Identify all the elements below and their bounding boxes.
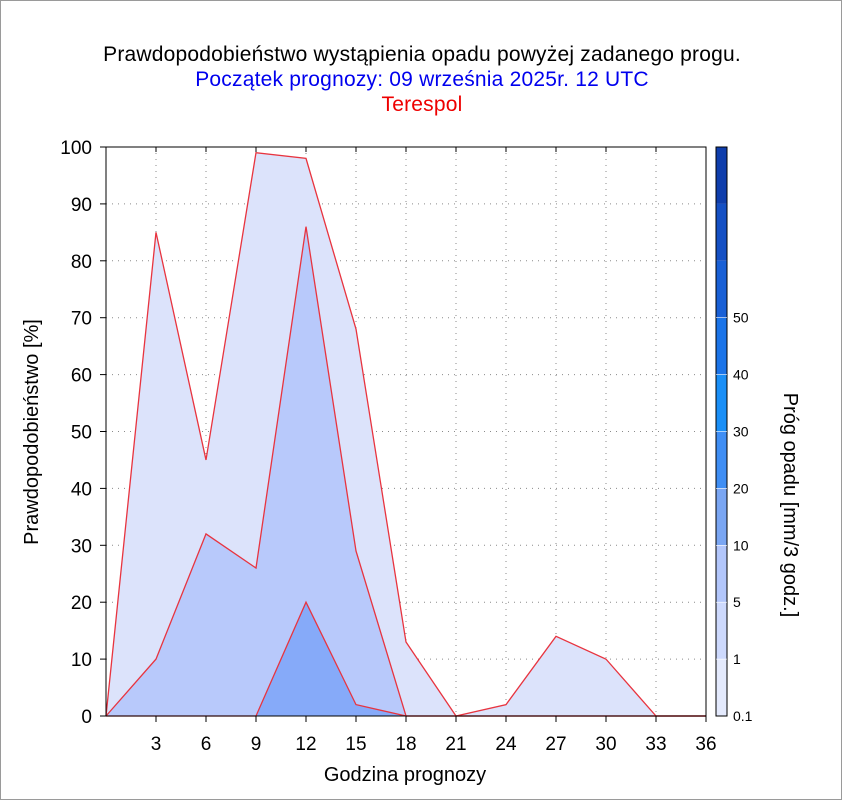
x-tick-label: 21: [445, 734, 466, 755]
x-tick-label: 6: [201, 734, 212, 755]
x-tick-label: 9: [251, 734, 262, 755]
chart-title: Prawdopodobieństwo wystąpienia opadu pow…: [103, 43, 741, 66]
x-tick-label: 36: [695, 734, 716, 755]
y-tick-label: 100: [60, 138, 92, 159]
location-name: Terespol: [381, 93, 463, 116]
y-tick-label: 20: [71, 593, 92, 614]
y-tick-label: 80: [71, 252, 92, 273]
colorbar-segment: [716, 203, 727, 261]
colorbar-segment: [716, 545, 727, 603]
colorbar-segment: [716, 431, 727, 489]
y-tick-label: 50: [71, 423, 92, 444]
y-tick-label: 90: [71, 195, 92, 216]
y-tick-label: 70: [71, 309, 92, 330]
colorbar-tick-label: 50: [733, 310, 749, 326]
colorbar-tick-label: 10: [733, 537, 749, 553]
colorbar-tick-label: 5: [733, 594, 741, 610]
colorbar-tick-label: 1: [733, 651, 741, 667]
area-fill-threshold-1: [106, 226, 706, 716]
y-tick-label: 30: [71, 536, 92, 557]
y-tick-label: 10: [71, 650, 92, 671]
colorbar-tick-label: 40: [733, 367, 749, 383]
colorbar-tick-label: 30: [733, 424, 749, 440]
colorbar: 0.1 1 5 10 20 30 40 50: [715, 146, 753, 724]
y-tick-label: 0: [81, 707, 92, 728]
chart-subtitle: Początek prognozy: 09 września 2025r. 12…: [195, 68, 649, 91]
y-tick-label: 60: [71, 366, 92, 387]
colorbar-segment: [716, 488, 727, 546]
area-outline-threshold-0-1: [105, 151, 706, 717]
x-tick-label: 24: [495, 734, 517, 755]
colorbar-segment: [716, 147, 727, 204]
x-tick-label: 30: [595, 734, 616, 755]
x-tick-label: 12: [295, 734, 316, 755]
colorbar-segment: [716, 317, 727, 375]
y-axis-label: Prawdopodobieństwo [%]: [21, 319, 43, 545]
x-axis-label: Godzina prognozy: [324, 764, 486, 786]
x-tick-label: 15: [345, 734, 366, 755]
x-tick-label: 27: [545, 734, 566, 755]
colorbar-segment: [716, 659, 727, 716]
x-tick-label: 3: [151, 734, 162, 755]
x-tick-label: 18: [395, 734, 416, 755]
colorbar-tick-label: 20: [733, 480, 749, 496]
colorbar-segment: [716, 260, 727, 318]
x-axis-ticks: 3 6 9 12 15 18 21 24 27 30 33 36: [151, 147, 717, 755]
y-axis-ticks: 0 10 20 30 40 50 60 70 80 90 100: [60, 138, 106, 728]
y-tick-label: 40: [71, 479, 92, 500]
colorbar-segment: [716, 374, 727, 432]
colorbar-tick-label: 0.1: [733, 708, 753, 724]
x-tick-label: 33: [645, 734, 666, 755]
colorbar-label: Próg opadu [mm/3 godz.]: [779, 393, 801, 618]
colorbar-segment: [716, 602, 727, 660]
